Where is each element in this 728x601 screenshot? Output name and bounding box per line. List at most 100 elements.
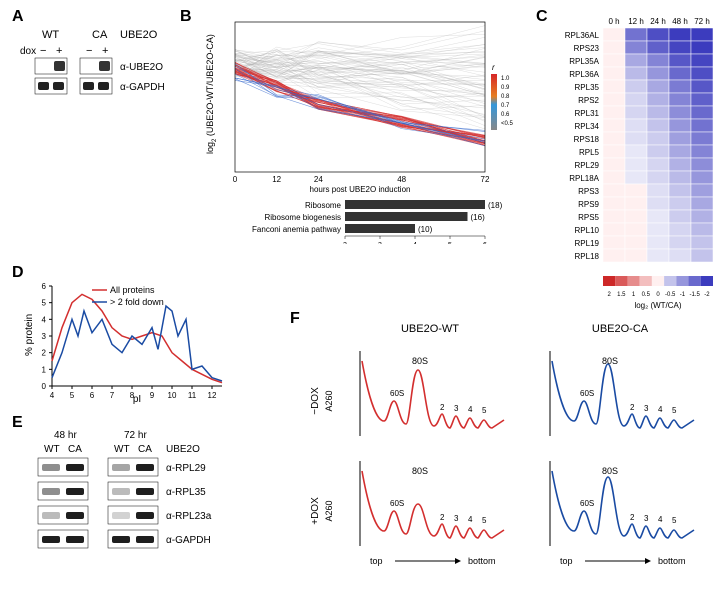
svg-text:24: 24 — [314, 175, 323, 184]
svg-text:+DOX: +DOX — [310, 497, 321, 525]
b-xlabel: hours post UBE2O induction — [310, 185, 411, 194]
panel-f-label: F — [290, 310, 300, 328]
svg-text:6: 6 — [483, 242, 487, 244]
svg-text:72 h: 72 h — [694, 17, 710, 26]
svg-text:α-RPL23a: α-RPL23a — [166, 511, 212, 522]
svg-text:Fanconi anemia pathway: Fanconi anemia pathway — [252, 225, 341, 234]
svg-text:4: 4 — [468, 405, 473, 414]
svg-text:bottom: bottom — [468, 556, 496, 566]
svg-text:4: 4 — [658, 515, 663, 524]
dox-3: + — [102, 45, 108, 57]
svg-text:4: 4 — [658, 405, 663, 414]
svg-text:60S: 60S — [390, 389, 404, 398]
svg-text:4: 4 — [413, 242, 417, 244]
svg-text:All proteins: All proteins — [110, 285, 155, 295]
svg-text:2: 2 — [42, 349, 47, 358]
svg-text:RPL35: RPL35 — [575, 83, 600, 92]
svg-text:RPL18A: RPL18A — [569, 174, 599, 183]
svg-text:80S: 80S — [412, 466, 428, 476]
svg-text:CA: CA — [68, 444, 82, 455]
svg-text:RPL18: RPL18 — [575, 252, 600, 261]
wt-header: WT — [42, 29, 59, 41]
svg-text:3: 3 — [454, 514, 459, 523]
svg-text:2: 2 — [630, 513, 635, 522]
svg-text:WT: WT — [44, 444, 60, 455]
svg-text:1: 1 — [632, 292, 636, 298]
svg-text:5: 5 — [42, 299, 47, 308]
svg-text:α-RPL29: α-RPL29 — [166, 463, 206, 474]
panel-b-label: B — [180, 8, 192, 26]
svg-text:11: 11 — [188, 391, 197, 400]
row2: α-GAPDH — [120, 82, 165, 93]
row1: α-UBE2O — [120, 62, 163, 73]
svg-text:-1.5: -1.5 — [689, 292, 700, 298]
svg-text:A260: A260 — [324, 500, 334, 521]
svg-text:3: 3 — [42, 332, 47, 341]
svg-text:12: 12 — [208, 391, 217, 400]
dox-0: − — [40, 45, 46, 57]
svg-text:RPS23: RPS23 — [574, 44, 600, 53]
svg-text:<0.5: <0.5 — [501, 121, 514, 127]
svg-text:2: 2 — [630, 403, 635, 412]
svg-text:log2 (UBE2O-WT/UBE2O-CA): log2 (UBE2O-WT/UBE2O-CA) — [205, 34, 218, 154]
svg-text:UBE2O: UBE2O — [166, 444, 200, 455]
svg-text:24 h: 24 h — [650, 17, 666, 26]
svg-text:1.5: 1.5 — [617, 292, 626, 298]
svg-text:r: r — [492, 63, 495, 72]
svg-text:RPL35A: RPL35A — [569, 57, 599, 66]
svg-text:1: 1 — [42, 365, 47, 374]
svg-text:5: 5 — [448, 242, 452, 244]
svg-text:4: 4 — [468, 515, 473, 524]
svg-text:-1: -1 — [680, 292, 686, 298]
svg-text:UBE2O-CA: UBE2O-CA — [592, 323, 649, 335]
panel-f-traces: UBE2O-WTUBE2O-CA−DOXA26060S80S234560S80S… — [300, 320, 720, 590]
svg-text:10: 10 — [168, 391, 177, 400]
svg-text:80S: 80S — [412, 356, 428, 366]
dox-2: − — [86, 45, 92, 57]
svg-text:RPL34: RPL34 — [575, 122, 600, 131]
svg-text:6: 6 — [90, 391, 95, 400]
svg-text:5: 5 — [672, 406, 677, 415]
ca-header: CA — [92, 29, 108, 41]
svg-text:RPL29: RPL29 — [575, 161, 600, 170]
panel-a-label: A — [12, 8, 24, 26]
panel-d-chart: % protein pI All proteins > 2 fold down … — [22, 276, 232, 406]
svg-text:Ribosome biogenesis: Ribosome biogenesis — [265, 213, 342, 222]
svg-text:48: 48 — [397, 175, 406, 184]
svg-text:(16): (16) — [471, 213, 486, 222]
svg-text:6: 6 — [42, 282, 47, 291]
panel-e-blot: 48 hr 72 hr WT CA WT CA UBE2O α-RPL29α-R… — [26, 428, 256, 588]
svg-text:WT: WT — [114, 444, 130, 455]
svg-text:3: 3 — [644, 514, 649, 523]
svg-text:1.0: 1.0 — [501, 76, 510, 82]
svg-text:5: 5 — [672, 516, 677, 525]
svg-text:% protein: % protein — [24, 314, 35, 356]
svg-text:80S: 80S — [602, 356, 618, 366]
svg-text:α-RPL35: α-RPL35 — [166, 487, 206, 498]
dox-1: + — [56, 45, 62, 57]
svg-text:-0.5: -0.5 — [665, 292, 676, 298]
svg-text:7: 7 — [110, 391, 115, 400]
ube2o-header: UBE2O — [120, 29, 158, 41]
svg-text:0.8: 0.8 — [501, 94, 510, 100]
svg-text:top: top — [560, 556, 573, 566]
svg-text:log₂ (WT/CA): log₂ (WT/CA) — [634, 301, 681, 310]
svg-text:RPL31: RPL31 — [575, 109, 600, 118]
svg-text:60S: 60S — [580, 389, 594, 398]
svg-text:RPL19: RPL19 — [575, 239, 600, 248]
svg-text:−DOX: −DOX — [310, 387, 321, 415]
svg-text:0: 0 — [42, 382, 47, 391]
svg-text:2: 2 — [343, 242, 347, 244]
svg-text:0.7: 0.7 — [501, 103, 510, 109]
svg-text:5: 5 — [70, 391, 75, 400]
svg-text:CA: CA — [138, 444, 152, 455]
svg-text:60S: 60S — [390, 499, 404, 508]
svg-text:48 hr: 48 hr — [54, 430, 77, 441]
svg-text:0.5: 0.5 — [642, 292, 651, 298]
svg-text:2: 2 — [607, 292, 611, 298]
svg-text:RPS2: RPS2 — [578, 96, 599, 105]
svg-text:(18): (18) — [488, 201, 503, 210]
svg-text:9: 9 — [150, 391, 155, 400]
svg-text:0.6: 0.6 — [501, 112, 510, 118]
svg-text:12 h: 12 h — [628, 17, 644, 26]
